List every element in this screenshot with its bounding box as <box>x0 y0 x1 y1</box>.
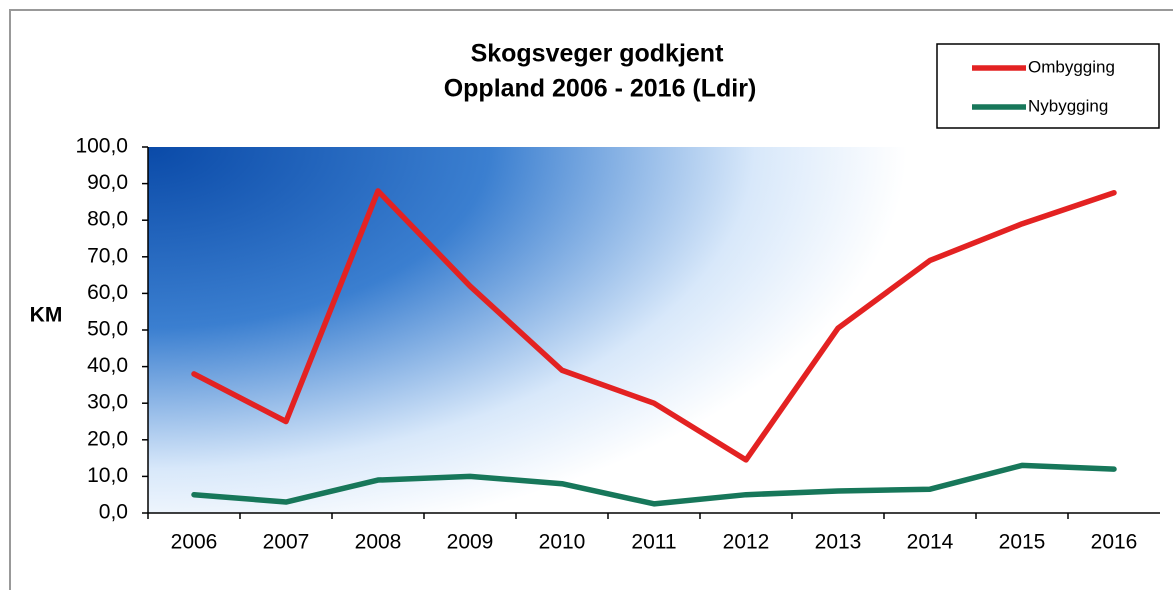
plot-background <box>148 147 1160 513</box>
y-tick-label: 20,0 <box>87 427 128 450</box>
x-tick-label: 2006 <box>171 531 218 554</box>
y-axis-label: KM <box>30 304 63 327</box>
chart-title: Skogsveger godkjent <box>471 40 725 68</box>
series-line <box>191 188 1117 463</box>
x-tick-label: 2014 <box>907 531 954 554</box>
y-tick-label: 70,0 <box>87 244 128 267</box>
x-tick-label: 2007 <box>263 531 310 554</box>
frame <box>9 9 1173 590</box>
x-tick-label: 2011 <box>631 531 676 554</box>
x-tick-label: 2008 <box>355 531 402 554</box>
chart-title: Oppland 2006 - 2016 (Ldir) <box>444 75 757 103</box>
x-tick-label: 2013 <box>815 531 862 554</box>
y-tick-label: 0,0 <box>99 501 128 524</box>
y-tick-label: 80,0 <box>87 208 128 231</box>
x-tick-label: 2009 <box>447 531 494 554</box>
y-tick-label: 30,0 <box>87 391 128 414</box>
y-tick-label: 90,0 <box>87 171 128 194</box>
y-tick-label: 50,0 <box>87 318 128 341</box>
x-tick-label: 2010 <box>539 531 586 554</box>
y-tick-label: 40,0 <box>87 354 128 377</box>
y-tick-label: 100,0 <box>75 135 128 158</box>
legend-label: Ombygging <box>1028 57 1115 76</box>
x-tick-label: 2016 <box>1091 531 1138 554</box>
y-tick-label: 10,0 <box>87 464 128 487</box>
y-tick-label: 60,0 <box>87 281 128 304</box>
legend-label: Nybygging <box>1028 96 1108 115</box>
legend-box <box>936 43 1160 129</box>
x-tick-label: 2012 <box>723 531 770 554</box>
series-line <box>191 462 1117 507</box>
x-tick-label: 2015 <box>999 531 1046 554</box>
